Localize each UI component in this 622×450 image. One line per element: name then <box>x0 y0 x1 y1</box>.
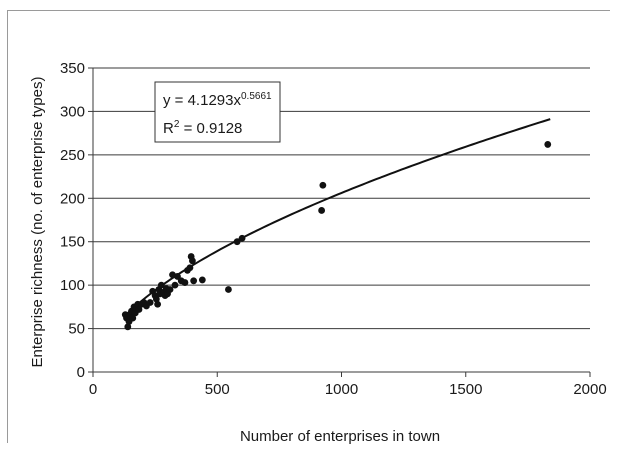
r-squared-label: R <box>163 120 174 137</box>
equation-box <box>154 81 281 143</box>
y-tick-label: 250 <box>60 147 85 164</box>
data-point <box>129 314 137 322</box>
r-squared-text: R2 = 0.9128 <box>163 119 242 137</box>
y-tick-label: 100 <box>60 277 85 294</box>
y-tick-label: 150 <box>60 234 85 251</box>
data-point <box>189 257 196 265</box>
y-tick-label: 350 <box>60 60 85 77</box>
x-tick-labels: 0 500 1000 1500 2000 <box>89 381 607 398</box>
x-tick-label: 1000 <box>325 381 358 398</box>
x-tick-label: 1500 <box>449 381 482 398</box>
data-point <box>146 299 154 306</box>
trendline-group <box>124 118 551 317</box>
equation-text: y = 4.1293x0.5661 <box>163 91 272 109</box>
data-point <box>186 264 194 272</box>
y-tick-labels: 0 50 100 150 200 250 300 350 <box>60 60 85 381</box>
data-point <box>124 323 132 331</box>
r-squared-exponent: 2 <box>174 119 180 130</box>
data-point <box>190 277 198 285</box>
y-axis-title: Enterprise richness (no. of enterprise t… <box>29 77 46 368</box>
y-tick-label: 300 <box>60 103 85 120</box>
data-point <box>319 181 327 189</box>
data-point <box>544 141 552 148</box>
data-point <box>181 279 189 286</box>
chart-frame <box>7 10 610 443</box>
data-point <box>318 207 326 214</box>
data-point <box>166 286 174 293</box>
data-point <box>198 276 206 284</box>
data-point <box>171 281 179 289</box>
data-points <box>121 141 552 331</box>
x-tick-label: 500 <box>205 381 230 398</box>
data-point <box>225 286 232 293</box>
data-point <box>238 234 246 242</box>
trendline <box>124 118 551 317</box>
y-tick-label: 0 <box>77 364 85 381</box>
axes <box>88 67 591 377</box>
equation-main: y = 4.1293x <box>163 92 241 109</box>
data-point <box>152 295 160 303</box>
y-tick-label: 200 <box>60 190 85 207</box>
data-point <box>157 281 165 289</box>
x-tick-label: 2000 <box>573 381 606 398</box>
r-squared-value: = 0.9128 <box>179 120 242 137</box>
gridlines <box>93 67 590 330</box>
data-point <box>233 238 241 246</box>
equation-exponent: 0.5661 <box>241 91 272 102</box>
x-tick-label: 0 <box>89 381 97 398</box>
y-tick-label: 50 <box>68 321 85 338</box>
data-point <box>135 306 143 313</box>
data-point <box>154 300 162 308</box>
x-axis-title: Number of enterprises in town <box>240 428 440 445</box>
